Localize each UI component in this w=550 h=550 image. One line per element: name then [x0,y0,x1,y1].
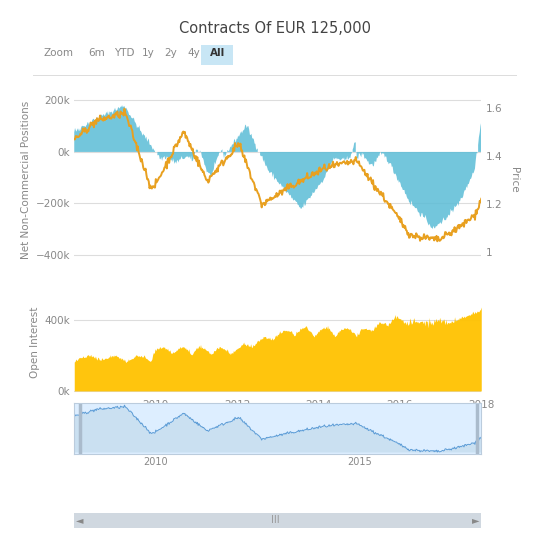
Y-axis label: Price: Price [509,168,519,193]
Text: III: III [271,515,279,525]
Text: 2y: 2y [164,48,178,58]
Text: ►: ► [472,515,480,525]
Text: Zoom: Zoom [44,48,74,58]
Y-axis label: Open Interest: Open Interest [30,306,40,378]
Text: All: All [210,48,225,58]
Text: YTD: YTD [114,48,135,58]
Text: 1y: 1y [141,48,155,58]
Y-axis label: Net Non-Commercial Positions: Net Non-Commercial Positions [21,101,31,260]
Text: 6m: 6m [89,48,105,58]
Text: Contracts Of EUR 125,000: Contracts Of EUR 125,000 [179,21,371,36]
Text: 4y: 4y [188,48,201,58]
Text: ◄: ◄ [76,515,84,525]
